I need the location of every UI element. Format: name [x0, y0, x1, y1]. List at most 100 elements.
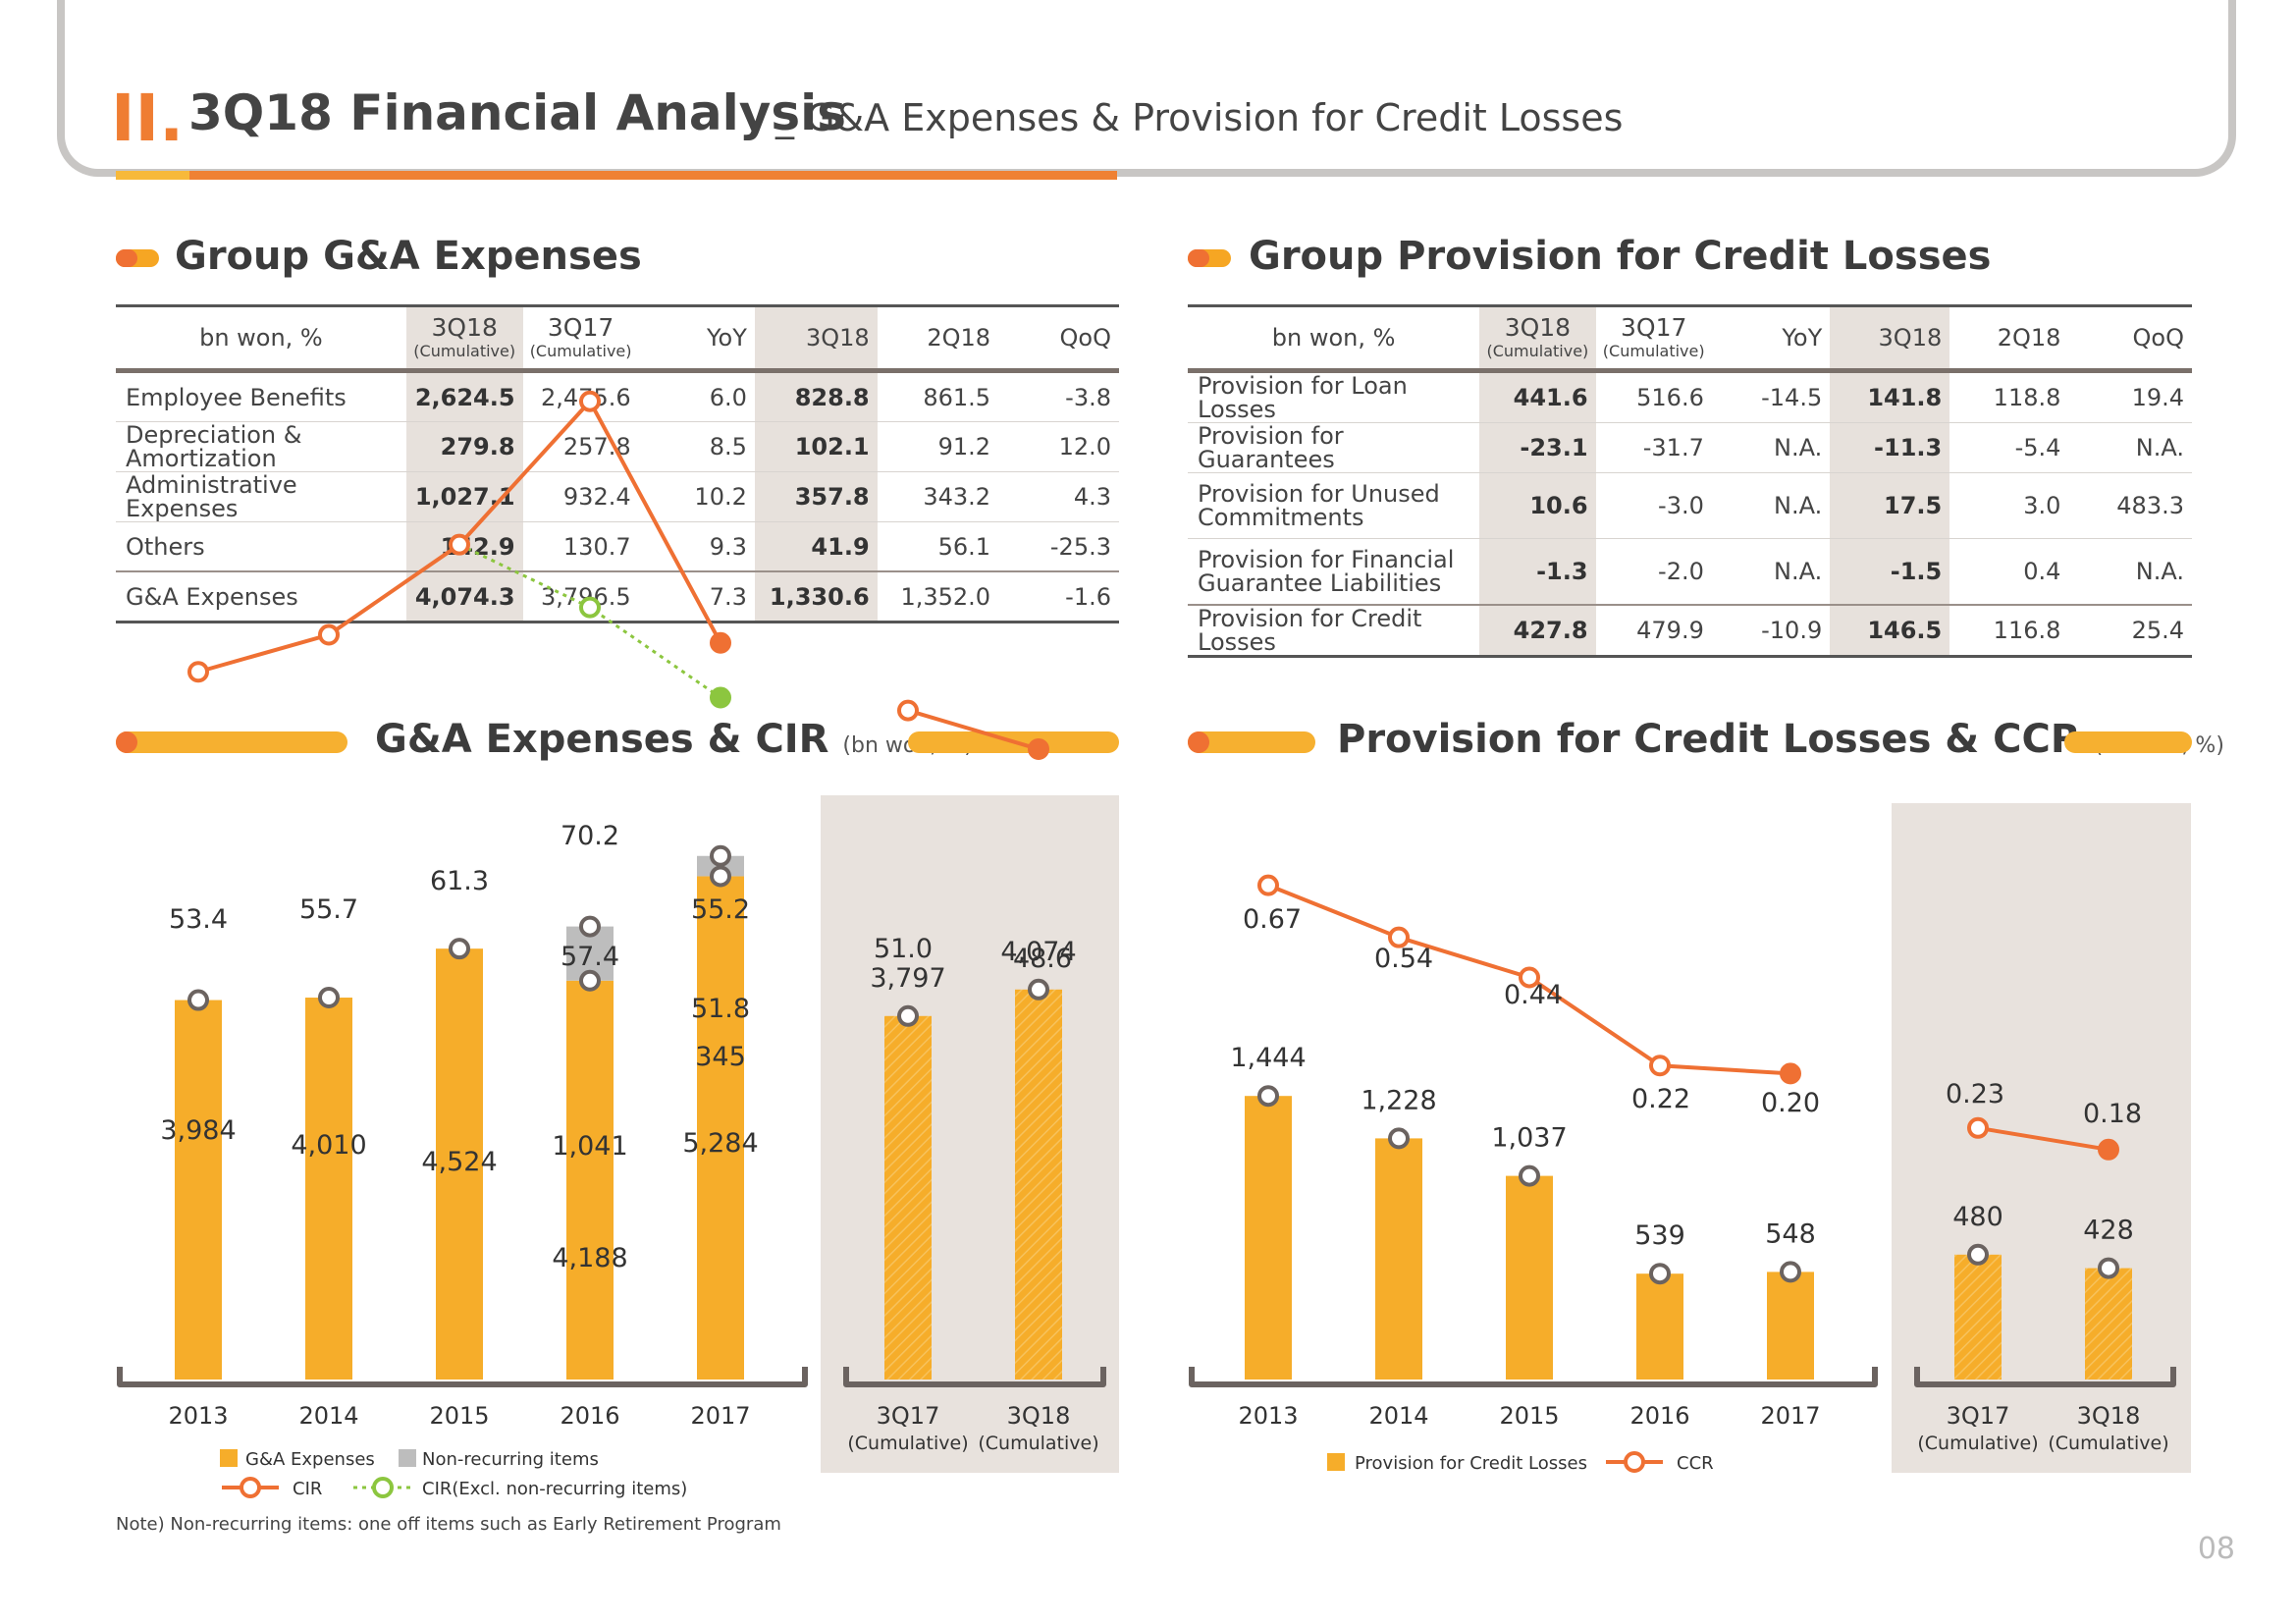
table-cell: 141.8: [1830, 370, 1950, 423]
bar-top-marker: [1649, 1263, 1671, 1285]
x-tick-label: 2016: [560, 1402, 619, 1430]
bar-value-label: 5,284: [682, 1128, 758, 1159]
table-cell: 25.4: [2068, 604, 2192, 658]
bar-top-marker: [1519, 1164, 1540, 1187]
ccr-point: [1388, 926, 1410, 948]
table-cell: 116.8: [1949, 604, 2069, 658]
row-label: Others: [116, 521, 406, 572]
table-cell: -5.4: [1949, 422, 2069, 473]
ccr-value-label: 0.20: [1761, 1088, 1820, 1118]
axis-bracket: [843, 1367, 1106, 1387]
cir-excl-value-label: 51.8: [691, 994, 750, 1024]
table-cell: -1.6: [998, 570, 1119, 623]
table-cell: 19.4: [2068, 370, 2192, 423]
x-tick-label: 2017: [690, 1402, 750, 1430]
cumulative-cir-line: [907, 708, 1040, 751]
table-cell: 8.5: [638, 421, 755, 472]
table-cell: 427.8: [1479, 604, 1596, 658]
ccr-point: [2098, 1138, 2119, 1161]
bar-top-marker: [710, 865, 731, 888]
bar-top-marker: [1257, 1085, 1279, 1108]
cir-point: [897, 699, 919, 722]
table-col-header: 3Q17 (Cumulative): [1595, 304, 1712, 373]
table-cell: 146.5: [1830, 604, 1950, 658]
bar-top-marker: [710, 844, 731, 867]
page-number: 08: [2197, 1532, 2235, 1566]
cumulative-bar: [884, 1015, 932, 1380]
table-cell: 0.4: [1949, 538, 2069, 606]
table-col-header: 3Q18: [1830, 304, 1950, 373]
ccr-value-label: 0.44: [1504, 980, 1563, 1010]
table-cell: -11.3: [1830, 422, 1950, 473]
table-cell: 279.8: [405, 421, 523, 472]
cir-value-label: 55.2: [691, 894, 750, 925]
table-cell: N.A.: [1711, 472, 1831, 539]
x-tick-label: 2015: [1499, 1402, 1559, 1430]
table-cell: 516.6: [1595, 370, 1712, 423]
bar-value-label: 1,228: [1361, 1085, 1436, 1115]
table-row: Depreciation & Amortization 279.8 257.8 8.5…: [116, 421, 1119, 472]
col-header-sub: (Cumulative): [413, 342, 516, 360]
legend-swatch-nonrecurring: [399, 1449, 416, 1467]
table-cell: 142.9: [405, 521, 523, 572]
table-cell: 10.2: [638, 471, 755, 522]
title-rule: [2064, 731, 2192, 753]
x-tick-label: 2017: [1760, 1402, 1820, 1430]
x-tick-label: 2013: [168, 1402, 228, 1430]
cir-value-label: 61.3: [430, 866, 489, 896]
bullet-icon: [116, 249, 159, 267]
table-row: Provision for Loan Losses 441.6 516.6 -14.5…: [1188, 370, 2192, 423]
table-cell: 12.0: [998, 421, 1119, 472]
table-cell: 4,074.3: [405, 570, 523, 623]
x-tick-label: 2013: [1238, 1402, 1298, 1430]
pcl-bar: [1245, 1096, 1292, 1380]
bar-value-label: 3,984: [160, 1115, 236, 1146]
table-cell: 1,330.6: [754, 570, 878, 623]
row-label: Provision for Unused Commitments: [1188, 472, 1480, 539]
table-cell: N.A.: [2068, 422, 2192, 473]
nonrecurring-value-label: 345: [695, 1042, 746, 1072]
table-cell: 1,352.0: [877, 570, 999, 623]
legend-marker: [1624, 1451, 1645, 1473]
section-number: II.: [111, 81, 185, 156]
pcl-bar: [1506, 1175, 1553, 1380]
bar-top-marker: [1028, 978, 1049, 1001]
table-cell: N.A.: [1711, 422, 1831, 473]
ga-expense-bar: [436, 948, 483, 1380]
legend-label: Provision for Credit Losses: [1355, 1453, 1587, 1474]
cir-point: [449, 533, 470, 556]
pcl-bar: [1636, 1273, 1683, 1380]
row-label: Provision for Credit Losses: [1188, 604, 1480, 658]
ccr-value-label: 0.67: [1243, 904, 1302, 935]
table-col-header: 3Q18: [754, 304, 878, 373]
axis-bracket: [117, 1367, 808, 1387]
table-cell: -1.3: [1479, 538, 1596, 606]
table-cell: 441.6: [1479, 370, 1596, 423]
table-cell: N.A.: [1711, 538, 1831, 606]
col-header-label: 3Q18: [1504, 313, 1572, 342]
bar-top-marker: [318, 987, 340, 1009]
cir-value-label: 53.4: [169, 904, 228, 935]
table-cell: 130.7: [522, 521, 639, 572]
row-label: Employee Benefits: [116, 370, 406, 422]
table-col-header: YoY: [638, 304, 755, 373]
bar-top-marker: [449, 938, 470, 960]
x-tick-label: 3Q18: [2077, 1402, 2141, 1430]
table-cell: 828.8: [754, 370, 878, 422]
cir-excl-value-label: 57.4: [561, 942, 619, 972]
cir-excl-point: [710, 686, 731, 709]
ga-expenses-table: bn won, % 3Q18 (Cumulative) 3Q17 (Cumulative…: [116, 304, 1119, 623]
cumulative-bar-label: 4,074: [1000, 937, 1076, 967]
table-cell: 91.2: [877, 421, 999, 472]
ga-expense-bar: [566, 980, 614, 1380]
ccr-point: [1780, 1062, 1801, 1085]
table-cell: 10.6: [1479, 472, 1596, 539]
x-tick-label: 2014: [298, 1402, 358, 1430]
table-cell: 102.1: [754, 421, 878, 472]
bar-value-label: 4,010: [291, 1130, 366, 1161]
x-tick-label: 3Q17: [1947, 1402, 2010, 1430]
ga-chart-title-text: G&A Expenses & CIR: [375, 717, 829, 762]
bar-value-label: 4,524: [421, 1147, 497, 1177]
axis-bracket: [1914, 1367, 2176, 1387]
cir-point: [187, 661, 209, 683]
